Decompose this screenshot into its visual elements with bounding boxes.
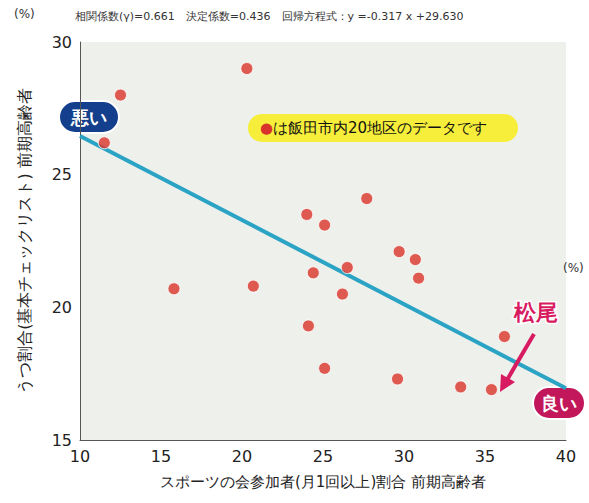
svg-text:(%): (%) [14,7,35,21]
svg-text:15: 15 [151,447,171,466]
svg-text:15: 15 [51,430,72,450]
svg-text:20: 20 [232,447,252,466]
svg-text:20: 20 [52,298,72,317]
svg-text:は飯田市内20地区のデータです: は飯田市内20地区のデータです [273,119,487,137]
svg-text:うつ割合(基本チェックリスト) 前期高齢者: うつ割合(基本チェックリスト) 前期高齢者 [15,88,34,394]
svg-text:30: 30 [52,33,72,52]
svg-text:10: 10 [70,447,90,466]
svg-text:スポーツの会参加者(月1回以上)割合 前期高齢者: スポーツの会参加者(月1回以上)割合 前期高齢者 [160,473,486,491]
svg-text:35: 35 [475,447,495,466]
svg-text:(%): (%) [563,261,584,275]
svg-text:40: 40 [556,447,576,466]
svg-text:悪い: 悪い [70,107,107,128]
svg-text:相関係数(γ)=0.661 決定係数=0.436 回帰方程式: 相関係数(γ)=0.661 決定係数=0.436 回帰方程式：y =-0.317… [75,10,463,23]
svg-text:良い: 良い [541,393,577,414]
svg-text:25: 25 [52,165,72,184]
svg-text:30: 30 [394,447,414,466]
svg-text:25: 25 [313,447,333,466]
svg-text:松尾: 松尾 [513,300,558,325]
svg-text:●: ● [260,119,273,137]
